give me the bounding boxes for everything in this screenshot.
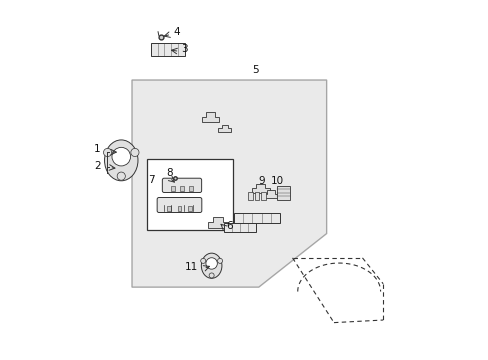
Bar (261, 192, 265, 200)
Polygon shape (132, 80, 326, 287)
Polygon shape (201, 112, 219, 122)
Ellipse shape (104, 140, 138, 181)
Bar (254, 192, 259, 200)
Polygon shape (218, 125, 231, 132)
Polygon shape (251, 184, 269, 193)
Bar (189, 186, 192, 191)
Circle shape (200, 258, 205, 264)
Bar (167, 206, 171, 211)
Text: 8: 8 (166, 168, 173, 178)
Text: 11: 11 (184, 262, 198, 272)
Polygon shape (263, 190, 279, 198)
Ellipse shape (201, 253, 222, 278)
Circle shape (217, 258, 222, 264)
Circle shape (112, 147, 130, 166)
FancyBboxPatch shape (162, 178, 201, 193)
Bar (224, 223, 256, 231)
Circle shape (209, 273, 214, 278)
Bar (150, 43, 184, 56)
Circle shape (205, 258, 217, 269)
Text: 4: 4 (173, 27, 179, 37)
Text: 6: 6 (225, 221, 232, 231)
Bar (247, 192, 252, 200)
Bar (276, 186, 290, 200)
Text: 2: 2 (94, 161, 101, 171)
Circle shape (117, 172, 125, 180)
Text: 7: 7 (148, 175, 154, 185)
Circle shape (131, 148, 139, 157)
Text: 5: 5 (251, 65, 258, 75)
Bar (187, 206, 191, 211)
Bar (177, 206, 181, 211)
Bar (147, 158, 233, 230)
Circle shape (103, 148, 111, 157)
Text: 1: 1 (94, 144, 101, 154)
Text: 9: 9 (258, 176, 265, 185)
FancyBboxPatch shape (157, 198, 202, 212)
Bar (171, 186, 175, 191)
Text: 10: 10 (271, 176, 284, 185)
Bar (233, 212, 280, 222)
Text: 3: 3 (181, 44, 187, 54)
Polygon shape (207, 217, 227, 228)
Bar (180, 186, 183, 191)
